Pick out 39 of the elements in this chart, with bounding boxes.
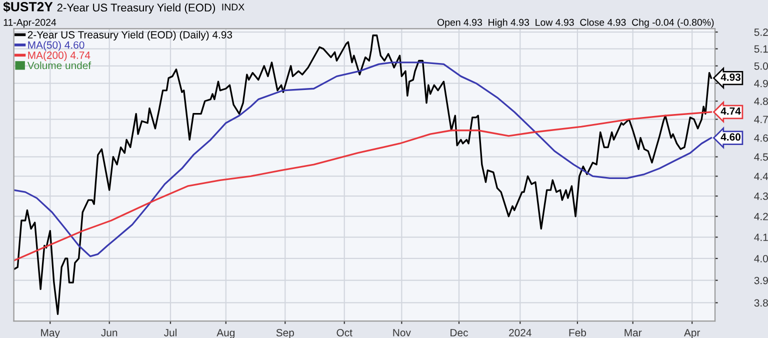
- legend-label: MA(200) 4.74: [28, 51, 90, 61]
- annotation: Volume undef: [27, 62, 92, 70]
- y-tick-label: 4.0: [754, 254, 768, 262]
- y-tick-label: 4.8: [754, 98, 768, 105]
- text: Open 4.93 High 4.93 Low 4.93 Close 4.93 Chg -0.04 (-0.80%): [437, 18, 714, 28]
- text: INDX: [222, 4, 244, 10]
- y-tick-label: 3.8: [754, 299, 768, 307]
- y-tick-label: 4.2: [754, 212, 768, 220]
- x-tick-label: Oct: [336, 329, 352, 336]
- x-tick-label: Jun: [101, 329, 118, 336]
- y-tick-label: 4.4: [754, 172, 768, 180]
- y-tick-label: 4.1: [754, 234, 768, 241]
- x-tick-label: 2024: [509, 329, 532, 336]
- y-tick-label: 4.9: [754, 80, 768, 88]
- y-tick-label: 5.1: [754, 45, 768, 53]
- legend-label: MA(50) 4.60: [28, 41, 84, 51]
- x-tick-label: Dec: [450, 329, 468, 336]
- y-tick-label: 4.6: [754, 134, 768, 142]
- chart-subtitle: 2-Year US Treasury Yield (EOD): [57, 3, 216, 14]
- x-tick-label: May: [41, 329, 60, 338]
- y-tick-label: 4.7: [754, 116, 768, 124]
- x-tick-label: Aug: [216, 329, 234, 338]
- annotation: 4.93: [720, 73, 741, 81]
- annotation: 4.60: [720, 133, 740, 141]
- x-tick-label: Jul: [164, 328, 176, 336]
- chart-title: $UST2Y: [3, 1, 53, 12]
- x-tick-label: Sep: [276, 329, 294, 338]
- y-tick-label: 3.9: [754, 276, 768, 284]
- legend-label: 2-Year US Treasury Yield (EOD) (Daily) 4.93: [28, 30, 232, 41]
- x-tick-label: Mar: [624, 329, 642, 336]
- annotation: 4.74: [720, 108, 741, 115]
- y-tick-label: 5.2: [754, 28, 768, 36]
- y-tick-label: 4.5: [754, 153, 768, 161]
- x-tick-label: Nov: [393, 329, 411, 336]
- y-tick-label: 4.3: [754, 192, 768, 200]
- x-tick-label: Apr: [684, 329, 700, 338]
- x-tick-label: Feb: [569, 328, 586, 336]
- text: 11-Apr-2024: [4, 18, 56, 28]
- y-tick-label: 5.0: [754, 62, 768, 70]
